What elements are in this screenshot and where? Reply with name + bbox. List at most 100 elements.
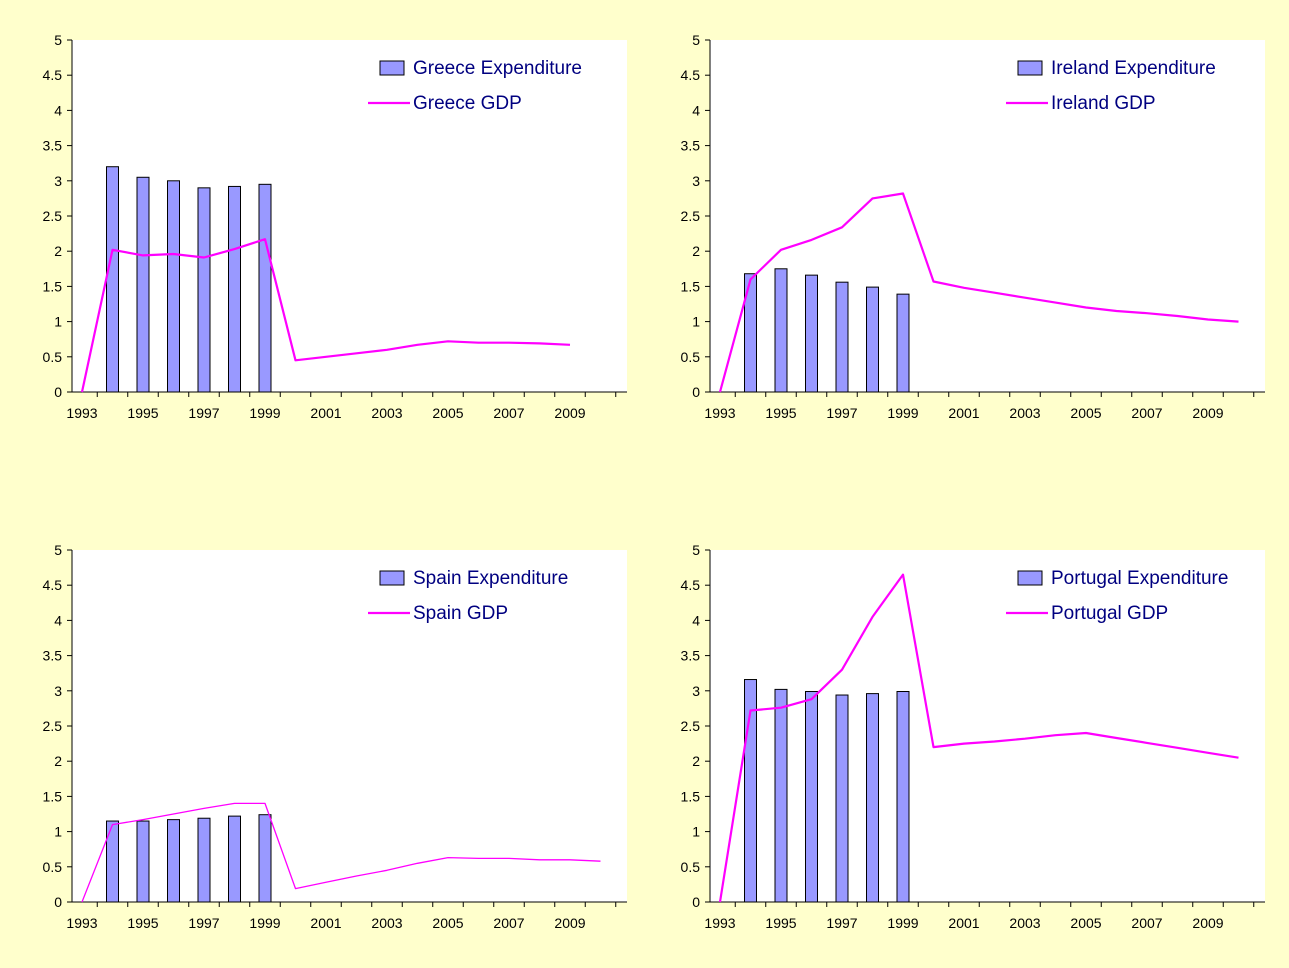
legend-label: Ireland Expenditure — [1051, 58, 1216, 79]
bar-portugal-expenditure-1996 — [805, 691, 818, 903]
x-tick-label: 2009 — [554, 915, 585, 931]
legend-swatch-bar — [1017, 60, 1043, 76]
portugal-chart: 0 0.5 1 1.5 2 2.5 3 3.5 4 4.5 5 1993 1995 1997 1999 200… — [681, 542, 1265, 931]
bar-ireland-expenditure-1995 — [774, 268, 788, 393]
y-tick-label: 3 — [692, 683, 700, 699]
y-tick-label: 3.5 — [43, 648, 63, 664]
y-tick-label: 2.5 — [43, 718, 63, 734]
y-tick-label: 3 — [692, 173, 700, 189]
y-tick-label: 0 — [692, 384, 700, 400]
y-tick-label: 5 — [692, 542, 700, 558]
ireland-chart: 0 0.5 1 1.5 2 2.5 3 3.5 4 4.5 5 1993 1995 1997 1999 200… — [681, 32, 1265, 421]
plot-area — [72, 550, 627, 902]
y-tick-label: 3.5 — [681, 648, 701, 664]
x-tick-label: 1995 — [765, 915, 796, 931]
y-tick-label: 0.5 — [681, 349, 701, 365]
x-tick-label: 2005 — [432, 915, 463, 931]
legend-label: Portugal Expenditure — [1051, 568, 1228, 589]
legend-label: Spain GDP — [413, 603, 508, 624]
x-tick-label: 1997 — [188, 915, 219, 931]
x-tick-label: 1995 — [127, 915, 158, 931]
x-tick-label: 1993 — [704, 915, 735, 931]
y-tick-label: 3 — [54, 683, 62, 699]
legend-swatch-bar — [379, 60, 405, 76]
x-tick-label: 2007 — [1131, 915, 1162, 931]
y-tick-label: 2.5 — [681, 718, 701, 734]
bar-spain-expenditure-1994 — [106, 820, 119, 903]
x-tick-label: 1995 — [765, 405, 796, 421]
x-tick-label: 2005 — [1070, 915, 1101, 931]
legend-label: Ireland GDP — [1051, 93, 1156, 114]
x-tick-label: 2001 — [310, 405, 341, 421]
y-tick-label: 2.5 — [43, 208, 63, 224]
y-tick-label: 4 — [692, 102, 700, 118]
bar-spain-expenditure-1998 — [228, 815, 241, 903]
y-tick-label: 2 — [692, 243, 700, 259]
plot-area — [710, 550, 1265, 902]
x-tick-label: 1997 — [188, 405, 219, 421]
x-tick-label: 2009 — [1192, 915, 1223, 931]
bar-ireland-expenditure-1996 — [805, 274, 818, 393]
line-spain-gdp — [81, 802, 601, 903]
y-tick-label: 0.5 — [681, 859, 701, 875]
x-tick-label: 2003 — [371, 915, 402, 931]
y-tick-label: 4 — [692, 612, 700, 628]
x-tick-label: 1993 — [66, 405, 97, 421]
x-tick-label: 2001 — [948, 405, 979, 421]
x-tick-label: 2001 — [948, 915, 979, 931]
y-tick-label: 4.5 — [681, 67, 701, 83]
x-tick-label: 1997 — [826, 405, 857, 421]
bar-portugal-expenditure-1995 — [774, 688, 788, 903]
y-tick-label: 3.5 — [681, 138, 701, 154]
y-tick-label: 1 — [54, 314, 62, 330]
y-tick-label: 0 — [692, 894, 700, 910]
bar-portugal-expenditure-1999 — [896, 691, 910, 903]
greece-chart: 0 0.5 1 1.5 2 2.5 3 3.5 4 4.5 5 1993 1995 1997 1999 200… — [43, 32, 627, 421]
bar-ireland-expenditure-1999 — [896, 293, 910, 393]
bar-greece-expenditure-1999 — [258, 183, 272, 393]
bar-ireland-expenditure-1997 — [835, 281, 849, 393]
x-tick-label: 1999 — [249, 915, 280, 931]
x-tick-label: 2003 — [371, 405, 402, 421]
legend-swatch-bar — [1017, 570, 1043, 586]
plot-area — [72, 40, 627, 392]
bar-spain-expenditure-1996 — [167, 819, 180, 903]
y-tick-label: 1 — [692, 314, 700, 330]
y-tick-label: 5 — [692, 32, 700, 48]
line-portugal-gdp — [718, 573, 1239, 903]
y-tick-label: 1.5 — [681, 788, 701, 804]
x-tick-label: 1993 — [66, 915, 97, 931]
y-tick-label: 1 — [54, 824, 62, 840]
x-tick-label: 1999 — [249, 405, 280, 421]
bar-greece-expenditure-1994 — [106, 166, 119, 393]
x-tick-label: 2005 — [1070, 405, 1101, 421]
y-tick-label: 2 — [54, 243, 62, 259]
bar-greece-expenditure-1998 — [228, 185, 241, 393]
y-tick-label: 0.5 — [43, 859, 63, 875]
line-ireland-gdp — [718, 192, 1239, 393]
y-tick-label: 3 — [54, 173, 62, 189]
bar-portugal-expenditure-1997 — [835, 694, 849, 903]
y-tick-label: 2 — [54, 753, 62, 769]
x-tick-label: 2003 — [1009, 915, 1040, 931]
y-tick-label: 4.5 — [43, 67, 63, 83]
y-tick-label: 1 — [692, 824, 700, 840]
legend-label: Greece GDP — [413, 93, 522, 114]
x-tick-label: 2007 — [1131, 405, 1162, 421]
x-tick-label: 1999 — [887, 405, 918, 421]
y-tick-label: 2 — [692, 753, 700, 769]
x-tick-label: 2001 — [310, 915, 341, 931]
y-tick-label: 4.5 — [43, 577, 63, 593]
x-tick-label: 2009 — [554, 405, 585, 421]
bar-greece-expenditure-1997 — [197, 187, 211, 393]
bar-spain-expenditure-1997 — [197, 817, 211, 903]
y-tick-label: 1.5 — [43, 278, 63, 294]
x-tick-label: 1997 — [826, 915, 857, 931]
bar-spain-expenditure-1995 — [136, 820, 150, 903]
y-tick-label: 4 — [54, 102, 62, 118]
x-tick-label: 1999 — [887, 915, 918, 931]
y-tick-label: 3.5 — [43, 138, 63, 154]
bar-ireland-expenditure-1998 — [866, 286, 879, 393]
legend-label: Greece Expenditure — [413, 58, 582, 79]
